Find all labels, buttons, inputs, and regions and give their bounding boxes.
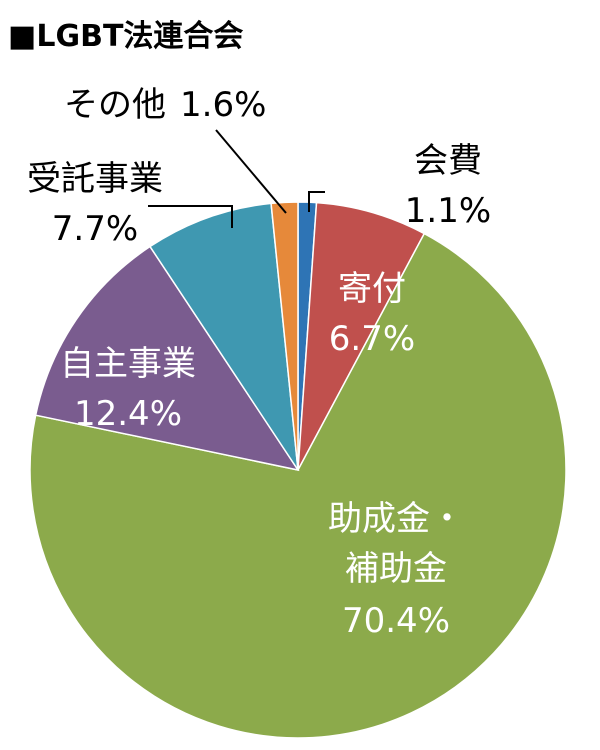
leader-line-0	[308, 191, 325, 212]
slice-label-name-2-1: 補助金	[345, 549, 447, 589]
pie-slice-2	[29, 232, 567, 739]
leader-line-5	[215, 129, 287, 214]
slice-label-name-5: その他	[64, 85, 166, 125]
slice-label-value-5: 1.6%	[180, 85, 266, 125]
slice-label-name-0: 会費	[414, 141, 482, 181]
slice-label-value-3: 12.4%	[74, 394, 182, 434]
leader-line-4	[148, 205, 233, 228]
slice-label-name-2-0: 助成金・	[328, 499, 464, 539]
pie-slices	[29, 201, 567, 739]
pie-slice-5	[270, 201, 299, 471]
slice-label-name-1: 寄付	[338, 269, 406, 309]
leader-lines	[148, 129, 325, 228]
slice-label-value-4: 7.7%	[52, 209, 138, 249]
slice-label-name-4: 受託事業	[27, 159, 163, 199]
slice-label-value-2: 70.4%	[342, 601, 450, 641]
slice-labels: 会費 1.1% 寄付 6.7% 助成金・補助金 70.4% 自主事業 12.4% 受託事業 7.7…	[27, 85, 491, 641]
pie-slice-4	[148, 202, 299, 471]
slice-label-value-0: 1.1%	[405, 191, 491, 231]
pie-slice-3	[34, 245, 300, 472]
pie-slice-1	[297, 201, 426, 471]
slice-label-value-1: 6.7%	[329, 319, 415, 359]
slice-label-name-3: 自主事業	[60, 344, 196, 384]
chart-title: ■LGBT法連合会	[8, 19, 243, 54]
slice-label-5: その他 1.6%	[64, 85, 266, 125]
